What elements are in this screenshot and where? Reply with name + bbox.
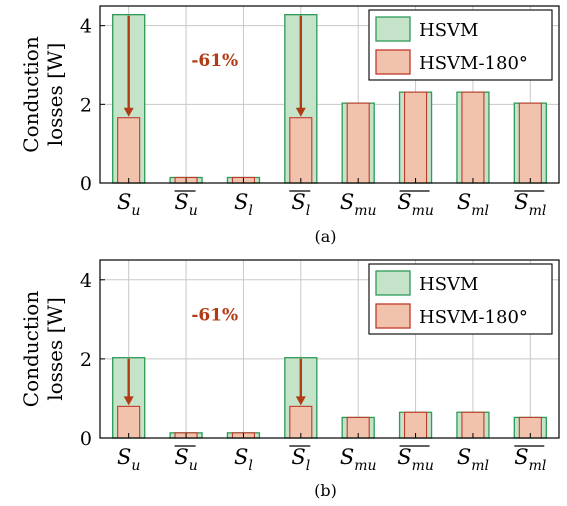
reduction-arrowhead <box>123 107 134 117</box>
reduction-arrowhead <box>123 396 134 406</box>
y-tick-label: 4 <box>80 270 92 292</box>
x-tick-label: Sml <box>514 445 546 474</box>
x-tick-label: Su <box>174 190 197 219</box>
y-tick-label: 0 <box>80 428 92 450</box>
legend: HSVM HSVM-180° <box>368 9 553 81</box>
legend-swatch <box>375 16 411 42</box>
y-axis-label: Conductionlosses [W] <box>19 36 67 153</box>
y-tick-label: 2 <box>80 349 92 371</box>
y-tick-label: 0 <box>80 173 92 195</box>
axes-frame <box>99 5 560 184</box>
annotation-text: -61% <box>191 51 238 71</box>
chart-panel-a: -61% 0 2 4 Conductionlosses [W] Su Su Sl Sl Smu Sm… <box>19 5 560 246</box>
legend-label: HSVM <box>419 274 478 295</box>
legend-label: HSVM-180° <box>419 53 528 74</box>
x-tick-label: Su <box>117 190 140 219</box>
bar-hsvm-180 <box>518 102 542 184</box>
reduction-arrowhead <box>295 396 306 406</box>
panel-caption: (a) <box>314 227 336 246</box>
x-tick-label: Smu <box>397 445 434 474</box>
x-tick-label: Sl <box>291 445 310 474</box>
legend-label: HSVM <box>419 20 478 41</box>
y-tick-label: 2 <box>80 94 92 116</box>
annotation-text: -61% <box>191 306 238 326</box>
x-tick-label: Su <box>174 445 197 474</box>
bar-hsvm-180 <box>346 102 370 184</box>
legend-swatch <box>375 270 411 296</box>
legend-swatch <box>375 49 411 75</box>
x-tick-label: Sml <box>457 445 489 474</box>
reduction-arrowhead <box>295 107 306 117</box>
bar-hsvm-180 <box>404 91 428 184</box>
x-tick-label: Smu <box>397 190 434 219</box>
chart-panel-b: -61% 0 2 4 Conductionlosses [W] Su Su Sl Sl Smu Sm… <box>19 259 560 500</box>
x-tick-label: Sl <box>234 190 253 219</box>
x-tick-label: Sml <box>514 190 546 219</box>
y-axis-label: Conductionlosses [W] <box>19 291 67 408</box>
bar-hsvm-180 <box>117 117 141 184</box>
x-tick-label: Sl <box>291 190 310 219</box>
x-tick-label: Smu <box>340 190 377 219</box>
x-tick-label: Sl <box>234 445 253 474</box>
panel-caption: (b) <box>314 481 337 500</box>
legend: HSVM HSVM-180° <box>368 263 553 335</box>
bar-hsvm-180 <box>289 117 313 184</box>
x-tick-label: Smu <box>340 445 377 474</box>
legend-label: HSVM-180° <box>419 307 528 328</box>
x-tick-label: Sml <box>457 190 489 219</box>
bar-hsvm-180 <box>461 91 485 184</box>
y-tick-label: 4 <box>80 16 92 38</box>
axes-frame <box>99 259 560 439</box>
legend-swatch <box>375 303 411 329</box>
x-tick-label: Su <box>117 445 140 474</box>
